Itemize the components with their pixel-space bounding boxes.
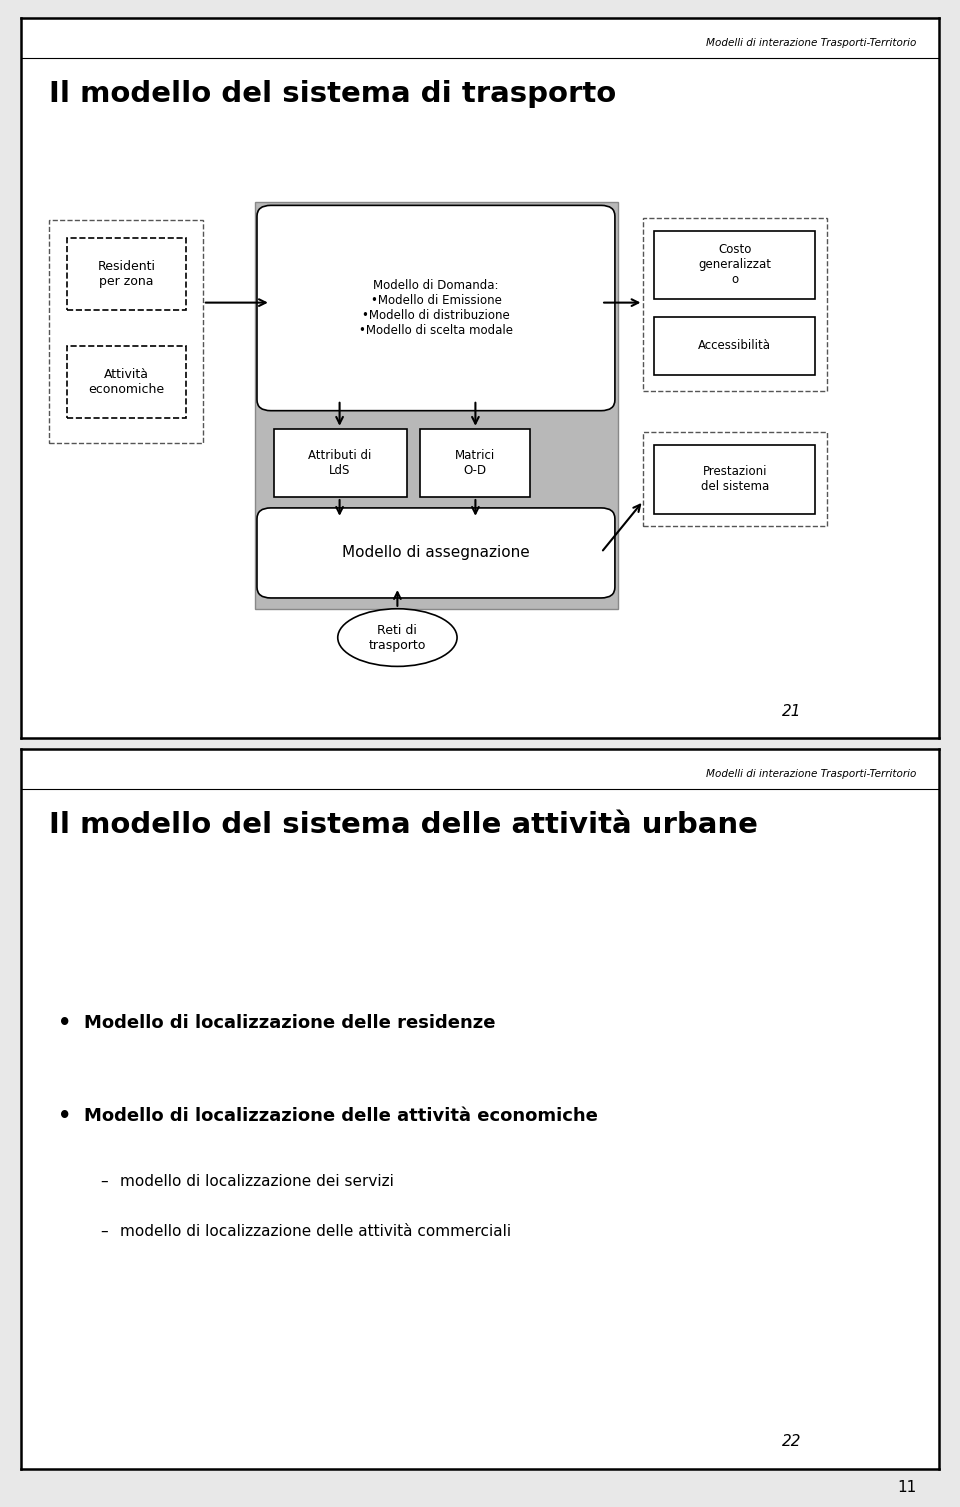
Text: modello di localizzazione delle attività commerciali: modello di localizzazione delle attività…: [120, 1224, 512, 1239]
Text: Costo
generalizzat
o: Costo generalizzat o: [698, 243, 771, 286]
Text: Modelli di interazione Trasporti-Territorio: Modelli di interazione Trasporti-Territo…: [706, 769, 916, 779]
FancyBboxPatch shape: [257, 205, 615, 411]
FancyBboxPatch shape: [274, 428, 407, 497]
Ellipse shape: [338, 609, 457, 666]
Text: Modello di assegnazione: Modello di assegnazione: [342, 546, 530, 561]
Text: Matrici
O-D: Matrici O-D: [455, 449, 495, 476]
Text: Attività
economiche: Attività economiche: [88, 368, 165, 396]
Text: Modelli di interazione Trasporti-Territorio: Modelli di interazione Trasporti-Territo…: [706, 38, 916, 48]
FancyBboxPatch shape: [67, 238, 186, 310]
Text: 11: 11: [898, 1480, 917, 1495]
Text: modello di localizzazione dei servizi: modello di localizzazione dei servizi: [120, 1174, 395, 1189]
Text: Prestazioni
del sistema: Prestazioni del sistema: [701, 466, 769, 493]
Text: –: –: [100, 1174, 108, 1189]
Text: Reti di
trasporto: Reti di trasporto: [369, 624, 426, 651]
Text: Residenti
per zona: Residenti per zona: [98, 259, 156, 288]
Text: •: •: [59, 1106, 72, 1126]
FancyBboxPatch shape: [257, 508, 615, 598]
FancyBboxPatch shape: [255, 202, 617, 609]
Text: Il modello del sistema di trasporto: Il modello del sistema di trasporto: [49, 80, 616, 107]
Text: Accessibilità: Accessibilità: [698, 339, 771, 353]
Text: –: –: [100, 1224, 108, 1239]
FancyBboxPatch shape: [67, 345, 186, 417]
Text: Modello di Domanda:
•Modello di Emissione
•Modello di distribuzione
•Modello di : Modello di Domanda: •Modello di Emission…: [359, 279, 513, 338]
Text: Il modello del sistema delle attività urbane: Il modello del sistema delle attività ur…: [49, 811, 757, 838]
Text: •: •: [59, 1013, 72, 1032]
Text: Modello di localizzazione delle residenze: Modello di localizzazione delle residenz…: [84, 1014, 495, 1032]
FancyBboxPatch shape: [655, 231, 815, 298]
Text: 21: 21: [782, 704, 802, 719]
Text: Attributi di
LdS: Attributi di LdS: [308, 449, 372, 476]
FancyBboxPatch shape: [655, 316, 815, 375]
Text: Modello di localizzazione delle attività economiche: Modello di localizzazione delle attività…: [84, 1108, 597, 1126]
FancyBboxPatch shape: [655, 445, 815, 514]
FancyBboxPatch shape: [420, 428, 531, 497]
Text: 22: 22: [782, 1435, 802, 1450]
